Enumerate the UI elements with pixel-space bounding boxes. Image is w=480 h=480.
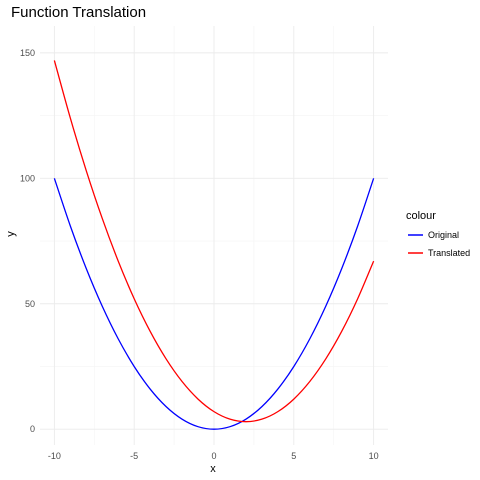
legend-label-original: Original [428, 230, 459, 240]
x-tick-label: 0 [211, 451, 216, 461]
legend: colour Original Translated [406, 210, 470, 258]
legend-title: colour [406, 210, 436, 222]
x-tick-label: 5 [291, 451, 296, 461]
series-line-original [53, 178, 375, 430]
y-tick-label: 0 [30, 424, 35, 434]
y-axis-title: y [5, 231, 17, 237]
x-tick-label: -10 [48, 451, 61, 461]
legend-items: Original Translated [408, 230, 470, 258]
y-tick-label: 100 [20, 173, 35, 183]
chart-title: Function Translation [11, 4, 146, 21]
x-tick-label: -5 [130, 451, 138, 461]
gridlines [40, 26, 388, 445]
y-tick-label: 150 [20, 48, 35, 58]
series-line-translated [53, 60, 375, 423]
series-layer [53, 60, 375, 430]
y-tick-label: 50 [25, 299, 35, 309]
legend-label-translated: Translated [428, 248, 470, 258]
y-axis-ticks: 0 50 100 150 [20, 48, 35, 434]
x-tick-label: 10 [369, 451, 379, 461]
x-axis-title: x [210, 463, 216, 475]
x-axis-ticks: -10 -5 0 5 10 [48, 451, 379, 461]
